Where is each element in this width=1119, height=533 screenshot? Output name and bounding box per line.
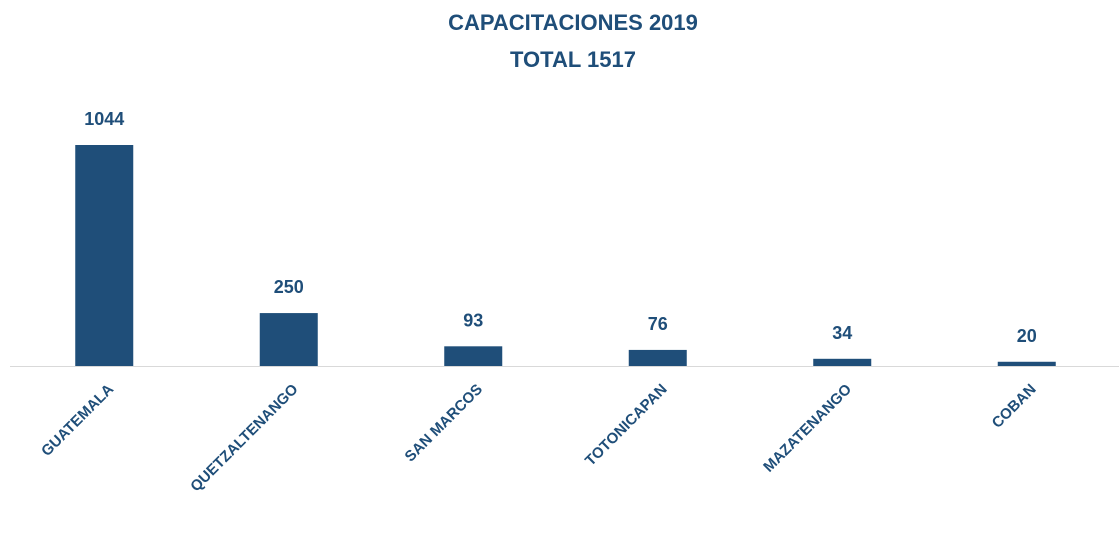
- chart-subtitle: TOTAL 1517: [510, 47, 636, 72]
- x-tick-label: MAZATENANGO: [760, 381, 855, 476]
- bar: [997, 361, 1056, 366]
- data-label: 250: [274, 277, 304, 297]
- bar: [444, 346, 503, 366]
- data-label: 34: [832, 323, 852, 343]
- x-tick-label: COBAN: [989, 381, 1040, 432]
- bar: [813, 358, 872, 366]
- chart-title: CAPACITACIONES 2019: [448, 10, 698, 35]
- x-tick-label: TOTONICAPAN: [582, 381, 671, 470]
- bar: [628, 349, 687, 366]
- data-label: 1044: [84, 109, 124, 129]
- data-label: 93: [463, 310, 483, 330]
- x-tick-label: QUETZALTENANGO: [187, 381, 302, 496]
- x-tick-label: SAN MARCOS: [402, 381, 487, 466]
- data-label: 20: [1017, 326, 1037, 346]
- bar: [75, 145, 134, 366]
- bar: [259, 313, 318, 366]
- data-label: 76: [648, 314, 668, 334]
- x-tick-label: GUATEMALA: [38, 381, 117, 460]
